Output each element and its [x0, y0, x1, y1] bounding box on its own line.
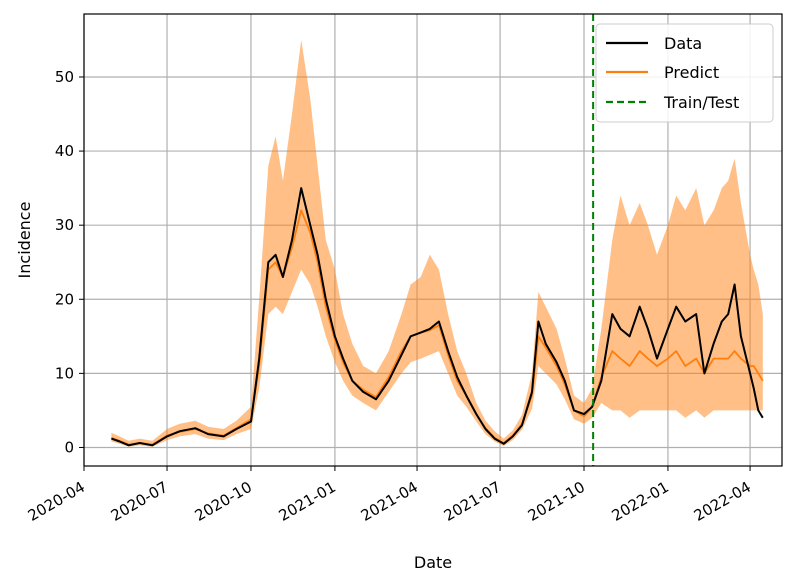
- y-tick-label: 30: [55, 216, 74, 234]
- y-tick-label: 50: [55, 68, 74, 86]
- legend: Data Predict Train/Test: [595, 23, 774, 123]
- prediction-band-group: [111, 39, 763, 447]
- y-axis: 0 10 20 30 40 50: [55, 68, 84, 456]
- legend-box: [595, 23, 774, 123]
- plot-frame: [83, 13, 783, 467]
- legend-label-predict: Predict: [664, 63, 719, 82]
- y-tick-label: 10: [55, 364, 74, 382]
- y-tick-label: 20: [55, 290, 74, 308]
- prediction-band: [111, 39, 763, 447]
- series-lines: [111, 187, 764, 447]
- legend-label-data: Data: [664, 34, 702, 53]
- series-line-data: [111, 187, 764, 447]
- y-tick-label: 40: [55, 142, 74, 160]
- y-axis-title: Incidence: [15, 202, 34, 279]
- y-tick-label: 0: [64, 438, 74, 456]
- legend-label-train-test: Train/Test: [663, 93, 739, 112]
- x-axis-title: Date: [414, 553, 452, 572]
